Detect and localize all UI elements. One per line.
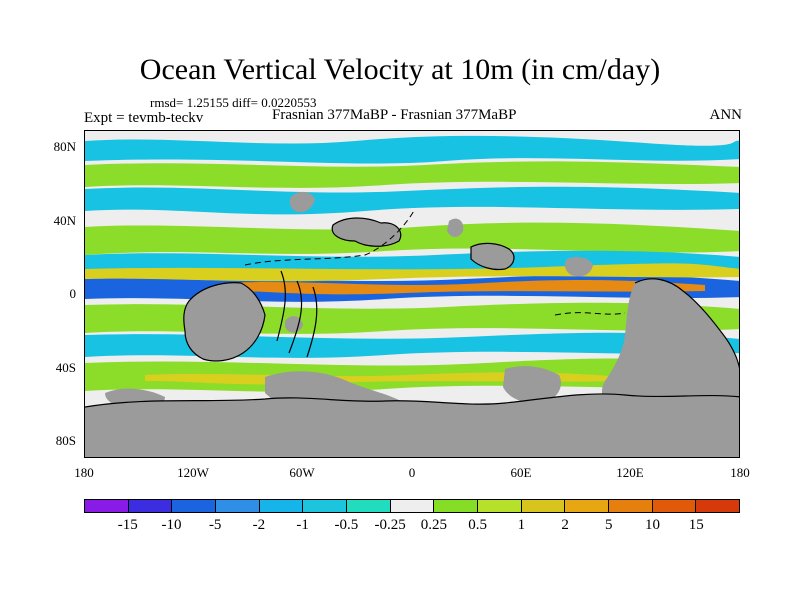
coast-central-ridges [276,270,318,358]
lat-label-40n: 40N [53,213,76,228]
land-siberia [289,191,315,213]
colorbar-swatch [390,500,435,512]
colorbar-label: 0.5 [468,517,487,533]
lon-label-120w: 120W [177,465,209,480]
colorbar-swatch [347,500,391,512]
colorbar-label: -10 [161,517,182,533]
band-midlat-green [85,222,739,255]
land-east-block [564,257,593,277]
experiment-label: Expt = tevmb-teckv [84,110,204,126]
land-south-lobe [265,371,401,416]
lon-label-120e: 120E [616,465,644,480]
coast-south [85,393,739,408]
colorbar-swatch [259,500,304,512]
colorbar-swatch [216,500,260,512]
colorbar-swatch [434,500,479,512]
coast-laurussia [331,217,402,247]
coast-asia-island [470,242,515,271]
colorbar-swatch [565,500,610,512]
band-equator-orange [225,279,705,295]
chart-title: Ocean Vertical Velocity at 10m (in cm/da… [139,53,661,86]
coast-gondwana-west [183,282,266,362]
colorbar [84,499,740,513]
dashed-coastlines [244,208,626,316]
land-gondwana-west [183,282,265,361]
band-north-cyan-2 [85,186,739,215]
colorbar-swatch [172,500,217,512]
colorbar-label: 5 [605,517,613,533]
land-laurussia-north [332,218,401,247]
colorbar-label: -5 [208,517,222,533]
stats-text: rmsd= 1.25155 diff= 0.0220553 [150,95,317,110]
lat-label-0: 0 [69,286,77,301]
land-south-belt [85,393,739,457]
colorbar-label: -15 [117,517,138,533]
lon-label-60w: 60W [289,465,315,480]
colorbar-swatch [696,500,740,512]
land-asia-island [471,243,514,270]
map-svg [85,131,739,457]
colorbar-label: 2 [561,517,569,533]
band-arctic-cyan [85,135,739,164]
lon-label-180w: 180 [74,465,94,480]
land-layer [85,191,739,457]
colorbar-swatch [128,500,173,512]
colorbar-swatch [652,500,697,512]
colorbar-label: -0.25 [374,517,406,533]
land-islands-central [285,316,303,333]
colorbar-label: 10 [645,517,661,533]
lon-label-60e: 60E [510,465,532,480]
land-west-tongue [105,388,165,410]
lon-label-0: 0 [408,465,416,480]
coast-gondwana-east [634,278,739,369]
season-label: ANN [709,107,743,123]
colorbar-swatch [303,500,348,512]
coastline-layer [85,217,739,408]
colorbar-swatch [85,500,129,512]
case-label: Frasnian 377MaBP - Frasnian 377MaBP [272,107,517,123]
lat-label-80s: 80S [55,433,76,448]
colorbar-label: 1 [517,517,526,533]
colorbar-swatch [609,500,653,512]
lat-label-80n: 80N [53,139,76,154]
colorbar-labels: -15 -10 -5 -2 -1 -0.5 -0.25 0.25 0.5 1 2 5 10 15 [84,516,740,536]
band-north-green [85,161,739,188]
lat-label-40s: 40S [55,360,76,375]
land-east-island [447,218,464,237]
colorbar-swatch [521,500,566,512]
colorbar-label: -2 [252,517,266,533]
land-south-central [503,366,562,404]
colorbar-label: 15 [688,517,704,533]
dashed-north [244,208,416,266]
colorbar-label: -1 [296,517,309,533]
colorbar-label: -0.5 [334,517,359,533]
lon-label-180e: 180 [730,465,750,480]
colorbar-label: 0.25 [420,517,447,533]
dashed-east [554,312,626,316]
colorbar-swatch [478,500,522,512]
map-panel [84,130,740,458]
